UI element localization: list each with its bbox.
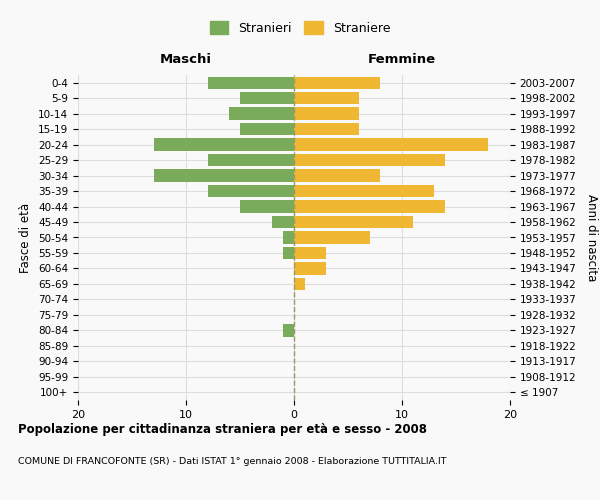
Text: COMUNE DI FRANCOFONTE (SR) - Dati ISTAT 1° gennaio 2008 - Elaborazione TUTTITALI: COMUNE DI FRANCOFONTE (SR) - Dati ISTAT … xyxy=(18,458,446,466)
Bar xyxy=(294,123,359,136)
Bar xyxy=(283,247,294,259)
Bar xyxy=(154,170,294,182)
Text: Femmine: Femmine xyxy=(368,52,436,66)
Bar xyxy=(294,138,488,151)
Bar xyxy=(294,170,380,182)
Bar xyxy=(208,76,294,89)
Y-axis label: Fasce di età: Fasce di età xyxy=(19,202,32,272)
Legend: Stranieri, Straniere: Stranieri, Straniere xyxy=(205,16,395,40)
Bar xyxy=(294,92,359,104)
Bar xyxy=(208,185,294,198)
Bar xyxy=(154,138,294,151)
Bar xyxy=(283,324,294,336)
Bar xyxy=(272,216,294,228)
Bar xyxy=(240,123,294,136)
Bar xyxy=(294,278,305,290)
Bar xyxy=(294,247,326,259)
Y-axis label: Anni di nascita: Anni di nascita xyxy=(585,194,598,281)
Bar xyxy=(294,185,434,198)
Bar xyxy=(294,108,359,120)
Bar xyxy=(294,76,380,89)
Text: Maschi: Maschi xyxy=(160,52,212,66)
Bar xyxy=(294,216,413,228)
Bar xyxy=(294,154,445,166)
Bar xyxy=(283,232,294,243)
Bar xyxy=(229,108,294,120)
Bar xyxy=(208,154,294,166)
Text: Popolazione per cittadinanza straniera per età e sesso - 2008: Popolazione per cittadinanza straniera p… xyxy=(18,422,427,436)
Bar xyxy=(294,232,370,243)
Bar xyxy=(240,92,294,104)
Bar xyxy=(294,200,445,212)
Bar xyxy=(294,262,326,274)
Bar xyxy=(240,200,294,212)
